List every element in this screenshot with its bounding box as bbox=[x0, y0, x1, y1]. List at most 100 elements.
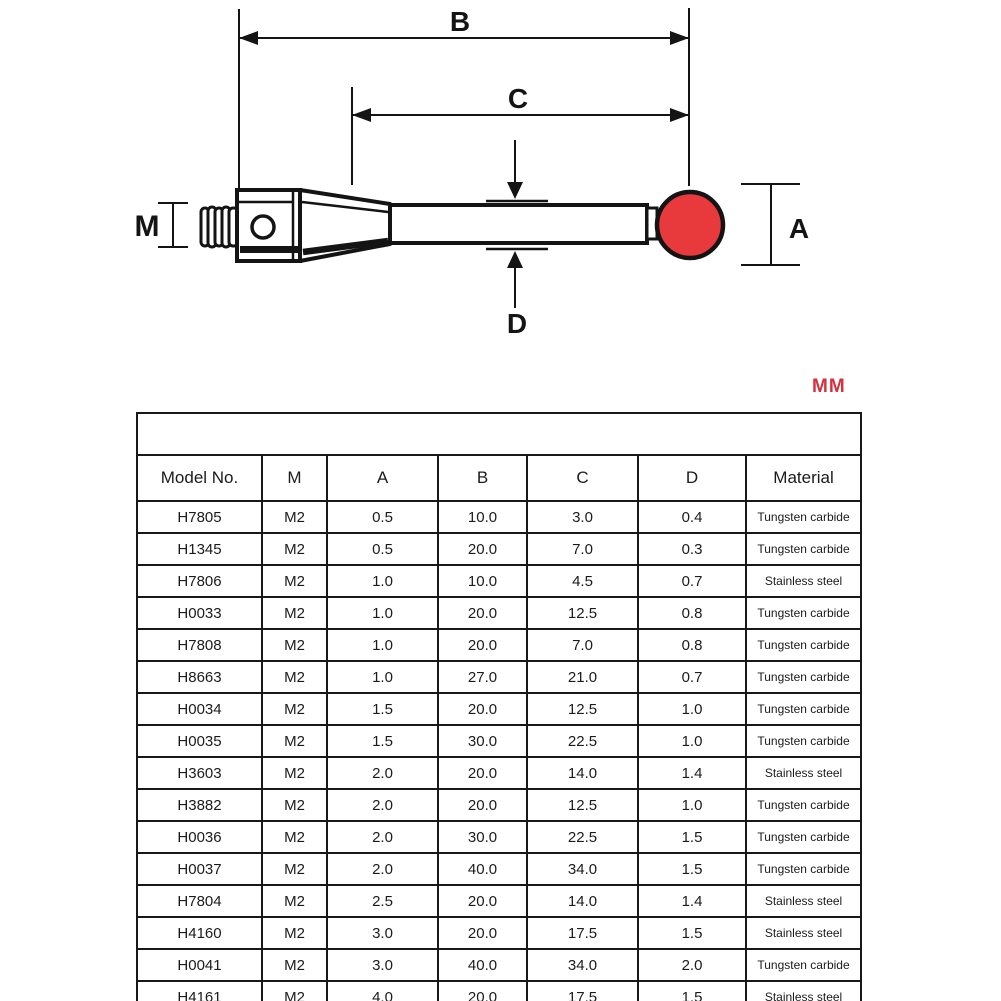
value-cell: 20.0 bbox=[437, 788, 528, 822]
value-cell: 0.7 bbox=[637, 660, 747, 694]
value-cell: 0.4 bbox=[637, 500, 747, 534]
material-cell: Tungsten carbide bbox=[744, 500, 863, 534]
value-cell: 2.5 bbox=[326, 884, 439, 918]
column-header-model-no-: Model No. bbox=[136, 454, 263, 502]
value-cell: 20.0 bbox=[437, 628, 528, 662]
value-cell: 4.5 bbox=[526, 564, 639, 598]
value-cell: 1.0 bbox=[637, 724, 747, 758]
value-cell: 7.0 bbox=[526, 532, 639, 566]
value-cell: M2 bbox=[261, 852, 328, 886]
table-row: H0035 M2 1.5 30.0 22.5 1.0 Tungsten carbide bbox=[136, 724, 863, 758]
value-cell: 3.0 bbox=[326, 916, 439, 950]
material-cell: Stainless steel bbox=[744, 564, 863, 598]
value-cell: 30.0 bbox=[437, 724, 528, 758]
dim-label-d: D bbox=[507, 308, 527, 339]
value-cell: 2.0 bbox=[326, 852, 439, 886]
value-cell: 2.0 bbox=[326, 820, 439, 854]
value-cell: 40.0 bbox=[437, 852, 528, 886]
column-header-a: A bbox=[326, 454, 439, 502]
value-cell: 3.0 bbox=[326, 948, 439, 982]
model-cell: H0041 bbox=[136, 948, 263, 982]
material-cell: Tungsten carbide bbox=[744, 692, 863, 726]
value-cell: M2 bbox=[261, 500, 328, 534]
value-cell: 14.0 bbox=[526, 884, 639, 918]
value-cell: 20.0 bbox=[437, 884, 528, 918]
table-row: H0036 M2 2.0 30.0 22.5 1.5 Tungsten carbide bbox=[136, 820, 863, 854]
value-cell: 10.0 bbox=[437, 500, 528, 534]
value-cell: M2 bbox=[261, 788, 328, 822]
table-top-band bbox=[135, 412, 863, 456]
value-cell: M2 bbox=[261, 532, 328, 566]
value-cell: 17.5 bbox=[526, 980, 639, 1001]
body-shadow-band bbox=[240, 246, 298, 253]
model-cell: H0035 bbox=[136, 724, 263, 758]
material-cell: Tungsten carbide bbox=[744, 628, 863, 662]
value-cell: M2 bbox=[261, 916, 328, 950]
arrowhead-d-down bbox=[507, 182, 523, 199]
value-cell: 20.0 bbox=[437, 532, 528, 566]
value-cell: 20.0 bbox=[437, 756, 528, 790]
value-cell: 1.5 bbox=[326, 724, 439, 758]
value-cell: M2 bbox=[261, 948, 328, 982]
value-cell: 0.3 bbox=[637, 532, 747, 566]
value-cell: 20.0 bbox=[437, 692, 528, 726]
dim-label-b: B bbox=[450, 6, 470, 37]
table-row: H7804 M2 2.5 20.0 14.0 1.4 Stainless steel bbox=[136, 884, 863, 918]
value-cell: M2 bbox=[261, 564, 328, 598]
column-header-c: C bbox=[526, 454, 639, 502]
table-row: H0037 M2 2.0 40.0 34.0 1.5 Tungsten carbide bbox=[136, 852, 863, 886]
table-row: H1345 M2 0.5 20.0 7.0 0.3 Tungsten carbide bbox=[136, 532, 863, 566]
value-cell: 17.5 bbox=[526, 916, 639, 950]
table-row: H4160 M2 3.0 20.0 17.5 1.5 Stainless steel bbox=[136, 916, 863, 950]
table-top-band-cell bbox=[135, 412, 863, 456]
value-cell: 1.0 bbox=[326, 628, 439, 662]
table-row: H7808 M2 1.0 20.0 7.0 0.8 Tungsten carbide bbox=[136, 628, 863, 662]
dim-label-c: C bbox=[508, 83, 528, 114]
value-cell: 22.5 bbox=[526, 820, 639, 854]
table-header-row: Model No. M A B C D Material bbox=[136, 454, 863, 502]
model-cell: H1345 bbox=[136, 532, 263, 566]
value-cell: 22.5 bbox=[526, 724, 639, 758]
table-row: H7806 M2 1.0 10.0 4.5 0.7 Stainless steel bbox=[136, 564, 863, 598]
material-cell: Tungsten carbide bbox=[744, 788, 863, 822]
value-cell: 20.0 bbox=[437, 980, 528, 1001]
value-cell: 12.5 bbox=[526, 596, 639, 630]
value-cell: 34.0 bbox=[526, 852, 639, 886]
value-cell: M2 bbox=[261, 628, 328, 662]
value-cell: 21.0 bbox=[526, 660, 639, 694]
value-cell: 0.8 bbox=[637, 596, 747, 630]
model-cell: H3882 bbox=[136, 788, 263, 822]
model-cell: H3603 bbox=[136, 756, 263, 790]
value-cell: M2 bbox=[261, 692, 328, 726]
material-cell: Stainless steel bbox=[744, 980, 863, 1001]
value-cell: 10.0 bbox=[437, 564, 528, 598]
value-cell: 1.4 bbox=[637, 884, 747, 918]
value-cell: 0.8 bbox=[637, 628, 747, 662]
table-row: H8663 M2 1.0 27.0 21.0 0.7 Tungsten carbide bbox=[136, 660, 863, 694]
value-cell: 1.5 bbox=[637, 980, 747, 1001]
table-row: H3603 M2 2.0 20.0 14.0 1.4 Stainless steel bbox=[136, 756, 863, 790]
value-cell: 1.0 bbox=[637, 692, 747, 726]
model-cell: H0033 bbox=[136, 596, 263, 630]
model-cell: H7808 bbox=[136, 628, 263, 662]
value-cell: 34.0 bbox=[526, 948, 639, 982]
taper-section bbox=[298, 188, 392, 263]
value-cell: 27.0 bbox=[437, 660, 528, 694]
material-cell: Stainless steel bbox=[744, 884, 863, 918]
spec-table-container: Model No. M A B C D Material H7805 M2 0.5 10.0 3.0… bbox=[135, 412, 863, 1001]
table-row: H0034 M2 1.5 20.0 12.5 1.0 Tungsten carbide bbox=[136, 692, 863, 726]
stylus-diagram: B C D M A bbox=[135, 6, 810, 339]
column-header-d: D bbox=[637, 454, 747, 502]
value-cell: M2 bbox=[261, 724, 328, 758]
arrowhead-d-up bbox=[507, 251, 523, 268]
arrowhead-b-left bbox=[239, 31, 258, 45]
arrowhead-b-right bbox=[670, 31, 689, 45]
value-cell: 14.0 bbox=[526, 756, 639, 790]
model-cell: H0034 bbox=[136, 692, 263, 726]
value-cell: 1.5 bbox=[637, 916, 747, 950]
value-cell: 2.0 bbox=[326, 788, 439, 822]
value-cell: 3.0 bbox=[526, 500, 639, 534]
stylus-holder-body bbox=[235, 188, 302, 263]
value-cell: 7.0 bbox=[526, 628, 639, 662]
